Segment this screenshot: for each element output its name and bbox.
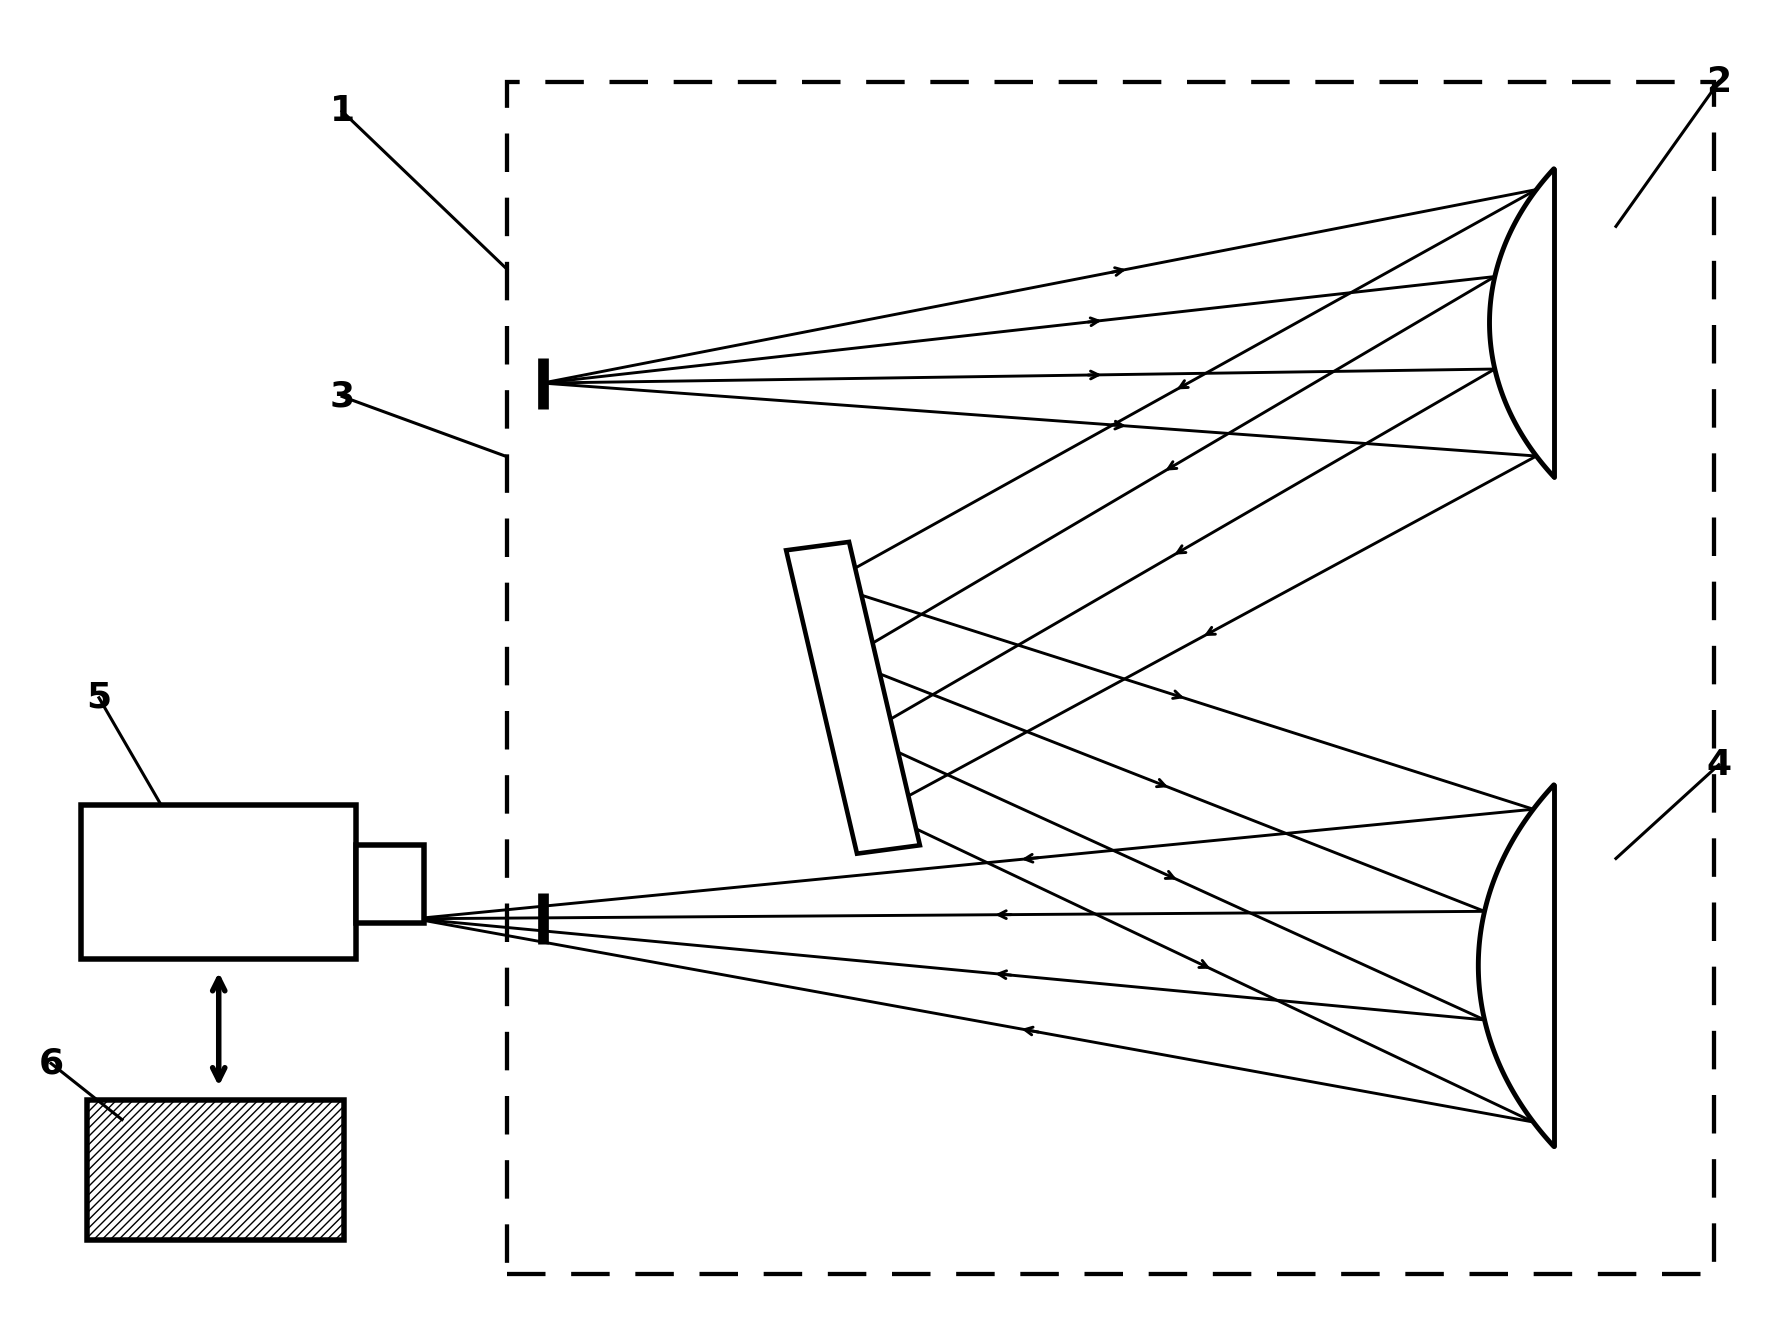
Polygon shape [785,542,920,854]
Bar [82,805,355,960]
Bar [87,1099,343,1240]
Text: 6: 6 [39,1047,64,1080]
Text: 1: 1 [329,94,355,129]
Bar [355,845,423,923]
Text: 3: 3 [329,380,355,413]
Bar [506,82,1713,1274]
Text: 4: 4 [1706,747,1731,782]
Text: 2: 2 [1706,64,1731,99]
Text: 5: 5 [87,680,112,715]
